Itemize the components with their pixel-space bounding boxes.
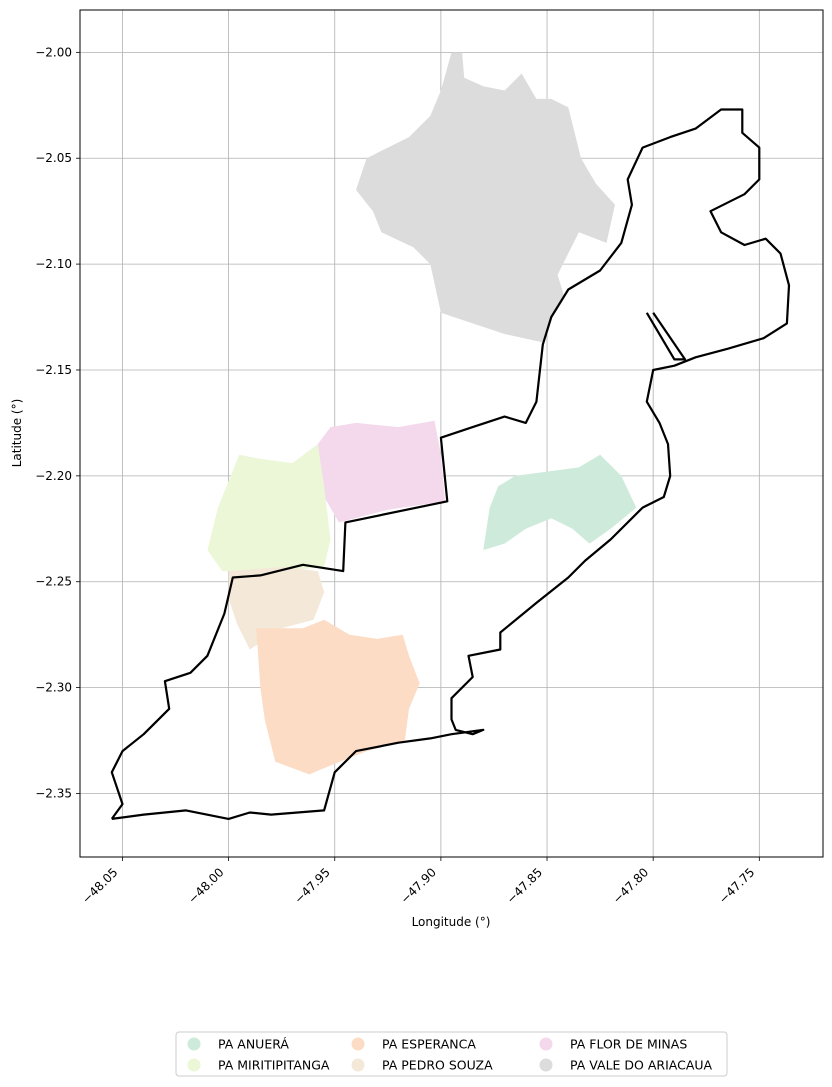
municipality-boundary bbox=[110, 108, 791, 820]
x-tick-label: −47.90 bbox=[398, 865, 439, 906]
legend-marker bbox=[187, 1058, 201, 1072]
legend-label: PA VALE DO ARIACAUA bbox=[570, 1058, 713, 1073]
legend-label: PA PEDRO SOUZA bbox=[382, 1058, 493, 1073]
legend-label: PA MIRITIPITANGA bbox=[218, 1058, 330, 1073]
legend-label: PA ANUERÁ bbox=[218, 1037, 289, 1052]
y-tick-label: −2.20 bbox=[35, 469, 72, 483]
plot-frame bbox=[79, 9, 824, 858]
y-tick-label: −2.30 bbox=[35, 681, 72, 695]
legend-marker bbox=[539, 1058, 553, 1072]
y-axis-label: Latitude (°) bbox=[10, 399, 24, 468]
x-ticks: −48.05 −48.00 −47.95 −47.90 −47.85 −47.80 −47.… bbox=[79, 857, 760, 907]
x-tick-label: −47.80 bbox=[610, 865, 651, 906]
x-tick-label: −48.05 bbox=[79, 865, 120, 906]
region-pa-miritipitanga bbox=[207, 444, 331, 572]
legend-marker bbox=[539, 1037, 553, 1051]
grid-lines bbox=[80, 10, 823, 857]
region-pa-esperanca bbox=[256, 619, 420, 775]
y-tick-label: −2.25 bbox=[35, 575, 72, 589]
legend-marker bbox=[351, 1058, 365, 1072]
region-pa-flor-de-minas bbox=[317, 420, 446, 523]
x-tick-label: −47.75 bbox=[716, 865, 757, 906]
x-tick-label: −47.85 bbox=[504, 865, 545, 906]
region-layer bbox=[207, 52, 637, 775]
legend-marker bbox=[351, 1037, 365, 1051]
x-axis-label: Longitude (°) bbox=[412, 915, 491, 929]
boundary-inner-line bbox=[645, 312, 687, 361]
region-pa-anuer bbox=[483, 454, 637, 550]
x-tick-label: −48.00 bbox=[185, 865, 226, 906]
region-pa-vale-do-ariacaua bbox=[356, 52, 615, 343]
legend-label: PA ESPERANCA bbox=[382, 1037, 476, 1052]
region-pa-pedro-souza bbox=[228, 566, 325, 650]
legend-marker bbox=[187, 1037, 201, 1051]
y-tick-label: −2.05 bbox=[35, 151, 72, 165]
legend-label: PA FLOR DE MINAS bbox=[570, 1037, 687, 1052]
y-tick-label: −2.10 bbox=[35, 257, 72, 271]
y-ticks: −2.00 −2.05 −2.10 −2.15 −2.20 −2.25 −2.30 −2.35 bbox=[35, 45, 80, 800]
legend-frame bbox=[175, 1031, 728, 1077]
legend: PA ANUERÁ PA ESPERANCA PA FLOR DE MINAS PA … bbox=[175, 1031, 728, 1077]
boundary-layer bbox=[110, 108, 791, 820]
x-tick-label: −47.95 bbox=[292, 865, 333, 906]
y-tick-label: −2.35 bbox=[35, 786, 72, 800]
y-tick-label: −2.00 bbox=[35, 45, 72, 59]
y-tick-label: −2.15 bbox=[35, 363, 72, 377]
